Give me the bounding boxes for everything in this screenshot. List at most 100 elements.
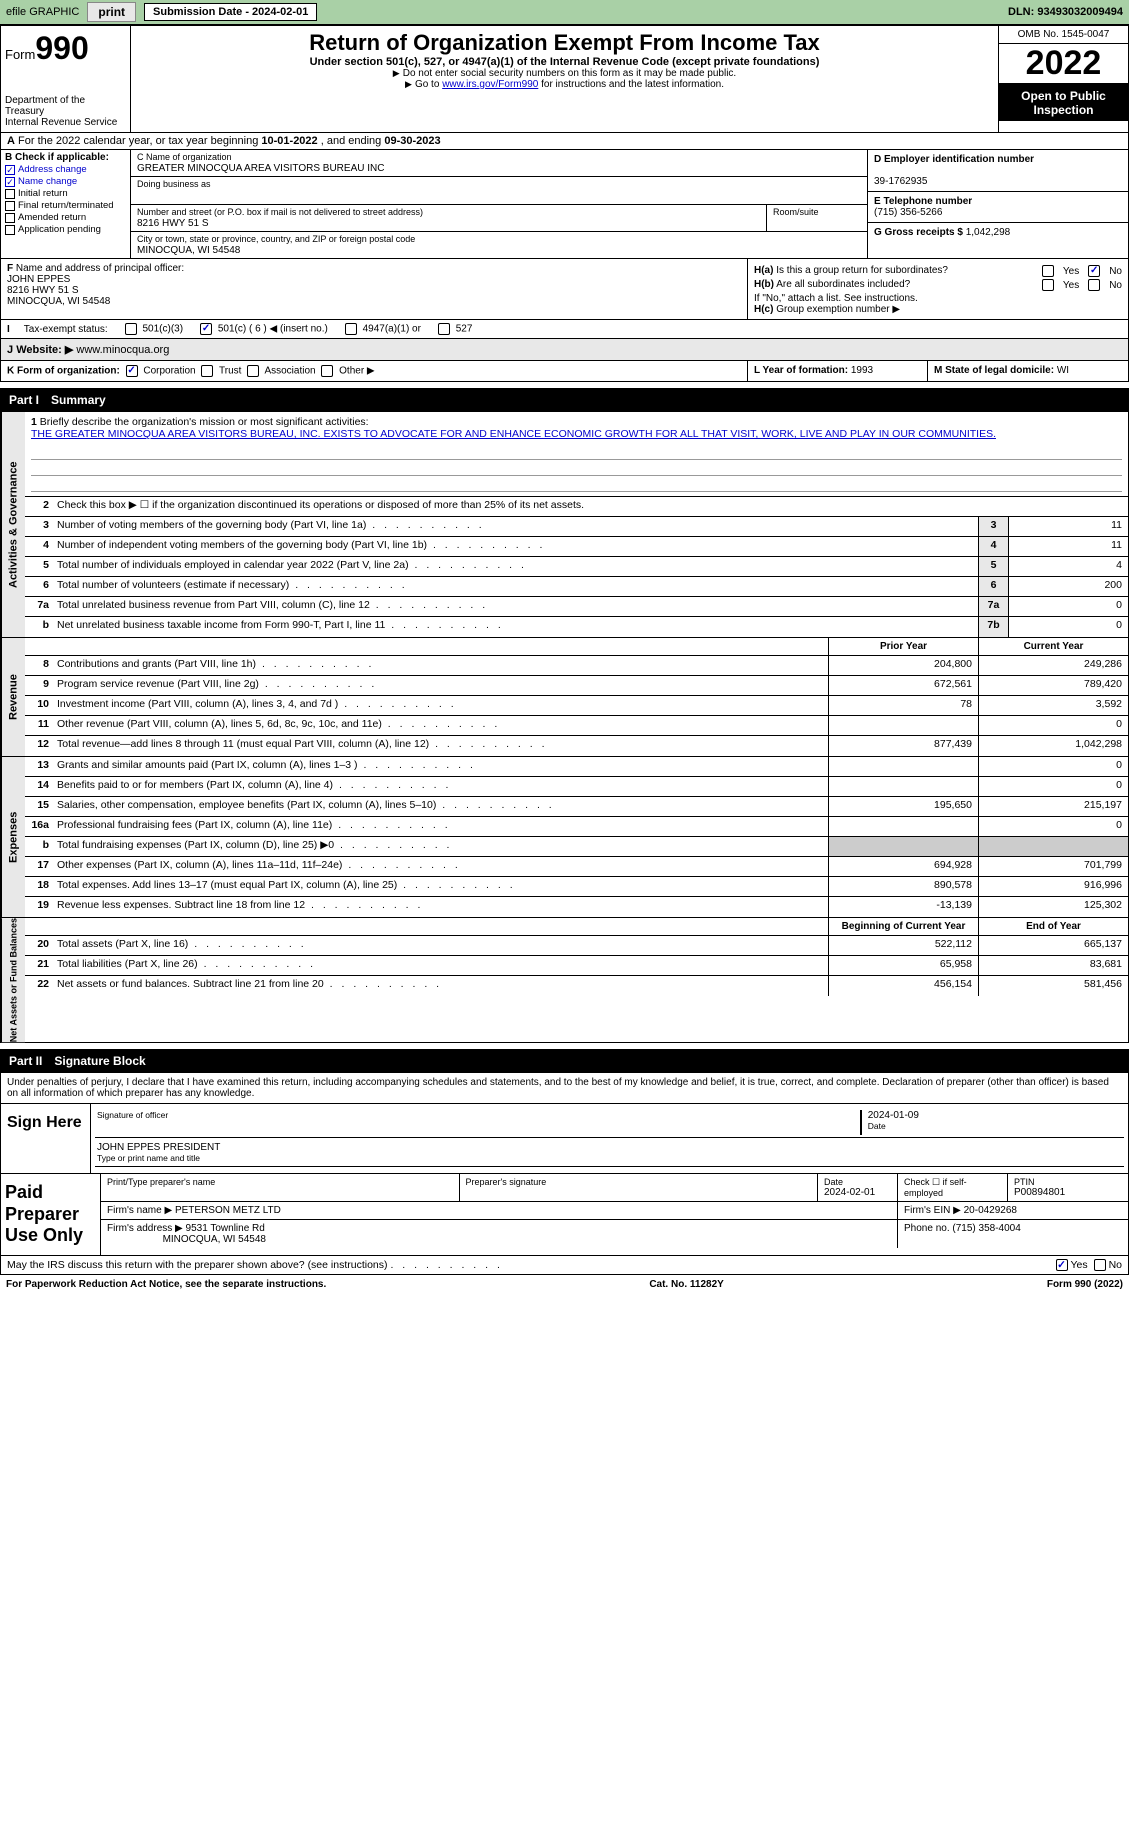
- current-value: 125,302: [978, 897, 1128, 917]
- ha-label: H(a): [754, 265, 773, 276]
- discuss-row: May the IRS discuss this return with the…: [0, 1256, 1129, 1275]
- line-text: Net unrelated business taxable income fr…: [53, 617, 978, 637]
- l-label: L Year of formation:: [754, 365, 848, 376]
- print-name-label: Type or print name and title: [97, 1153, 200, 1163]
- check-item-2[interactable]: Initial return: [5, 188, 126, 199]
- prior-value: 195,650: [828, 797, 978, 816]
- section-f: F Name and address of principal officer:…: [1, 259, 748, 319]
- line-text: Total liabilities (Part X, line 26): [53, 956, 828, 975]
- year-headers-row: Prior Year Current Year: [25, 638, 1128, 656]
- check-item-3[interactable]: Final return/terminated: [5, 200, 126, 211]
- line1-num: 1: [31, 416, 37, 428]
- line-num: 15: [25, 797, 53, 816]
- firm-ein: 20-0429268: [964, 1205, 1017, 1216]
- irs-link[interactable]: www.irs.gov/Form990: [442, 79, 538, 90]
- current-value: 0: [978, 716, 1128, 735]
- summary-line: bNet unrelated business taxable income f…: [25, 617, 1128, 637]
- prior-value: 522,112: [828, 936, 978, 955]
- discuss-yes-box[interactable]: [1056, 1259, 1068, 1271]
- website-url[interactable]: www.minocqua.org: [76, 344, 169, 356]
- checkbox-icon: [5, 177, 15, 187]
- prior-value: 65,958: [828, 956, 978, 975]
- sign-date-label: Date: [868, 1121, 886, 1131]
- summary-line: 11Other revenue (Part VIII, column (A), …: [25, 716, 1128, 736]
- section-cd: C Name of organization GREATER MINOCQUA …: [131, 150, 1128, 258]
- ruled-line: [31, 476, 1122, 492]
- check-label: Initial return: [18, 188, 68, 199]
- line2-row: 2 Check this box ▶ ☐ if the organization…: [25, 497, 1128, 517]
- officer-addr2: MINOCQUA, WI 54548: [7, 296, 110, 307]
- j-label: J: [7, 344, 13, 356]
- line-text: Net assets or fund balances. Subtract li…: [53, 976, 828, 996]
- prior-value: 877,439: [828, 736, 978, 756]
- check-item-5[interactable]: Application pending: [5, 224, 126, 235]
- sign-here-label: Sign Here: [1, 1104, 91, 1173]
- line-num: 6: [25, 577, 53, 596]
- hb-no-box[interactable]: [1088, 279, 1100, 291]
- summary-line: 15Salaries, other compensation, employee…: [25, 797, 1128, 817]
- checkbox-icon: [5, 201, 15, 211]
- tax-status-row: I Tax-exempt status: 501(c)(3) 501(c) ( …: [0, 320, 1129, 339]
- no-label2: No: [1109, 280, 1122, 291]
- klm-row: K Form of organization: Corporation Trus…: [0, 361, 1129, 382]
- line-num: 22: [25, 976, 53, 996]
- efile-label: efile GRAPHIC: [6, 6, 79, 18]
- check-item-0[interactable]: Address change: [5, 164, 126, 175]
- trust-box[interactable]: [201, 365, 213, 377]
- assoc-box[interactable]: [247, 365, 259, 377]
- current-year-hdr: Current Year: [978, 638, 1128, 655]
- 501c-box[interactable]: [200, 323, 212, 335]
- f-label: F: [7, 263, 13, 274]
- org-name-row: C Name of organization GREATER MINOCQUA …: [131, 150, 867, 177]
- sig-officer-label: Signature of officer: [97, 1110, 168, 1120]
- discuss-no-box[interactable]: [1094, 1259, 1106, 1271]
- check-label: Application pending: [18, 224, 101, 235]
- line-num: 10: [25, 696, 53, 715]
- line-text: Grants and similar amounts paid (Part IX…: [53, 757, 828, 776]
- firm-addr2: MINOCQUA, WI 54548: [163, 1234, 266, 1245]
- officer-print-name: JOHN EPPES PRESIDENT: [97, 1142, 220, 1153]
- summary-line: 14Benefits paid to or for members (Part …: [25, 777, 1128, 797]
- paid-prep-label: Paid Preparer Use Only: [1, 1174, 101, 1255]
- name-label: C Name of organization: [137, 152, 232, 162]
- yes-label2: Yes: [1063, 280, 1079, 291]
- corp-box[interactable]: [126, 365, 138, 377]
- header-left: Form990 Department of the Treasury Inter…: [1, 26, 131, 132]
- line-num: 5: [25, 557, 53, 576]
- hb-yes-box[interactable]: [1042, 279, 1054, 291]
- summary-line: 16aProfessional fundraising fees (Part I…: [25, 817, 1128, 837]
- summary-line: 8Contributions and grants (Part VIII, li…: [25, 656, 1128, 676]
- summary-line: 13Grants and similar amounts paid (Part …: [25, 757, 1128, 777]
- ha-no-box[interactable]: [1088, 265, 1100, 277]
- fgh-row: F Name and address of principal officer:…: [0, 259, 1129, 320]
- 501c3-box[interactable]: [125, 323, 137, 335]
- summary-line: 3Number of voting members of the governi…: [25, 517, 1128, 537]
- ptin-label: PTIN: [1014, 1177, 1122, 1187]
- prior-value: 672,561: [828, 676, 978, 695]
- 4947-box[interactable]: [345, 323, 357, 335]
- check-item-4[interactable]: Amended return: [5, 212, 126, 223]
- hb-label: H(b): [754, 279, 774, 290]
- goto-note: Go to www.irs.gov/Form990 for instructio…: [135, 79, 994, 90]
- current-value: [978, 837, 1128, 856]
- section-h: H(a) Is this a group return for subordin…: [748, 259, 1128, 319]
- footer-row: For Paperwork Reduction Act Notice, see …: [0, 1275, 1129, 1294]
- line-text: Contributions and grants (Part VIII, lin…: [53, 656, 828, 675]
- line-num: 18: [25, 877, 53, 896]
- form-number: Form990: [5, 30, 126, 67]
- other-label: Other ▶: [339, 366, 374, 377]
- summary-line: 6Total number of volunteers (estimate if…: [25, 577, 1128, 597]
- discuss-yes: Yes: [1071, 1259, 1088, 1271]
- ptin-value: P00894801: [1014, 1187, 1065, 1198]
- other-box[interactable]: [321, 365, 333, 377]
- check-item-1[interactable]: Name change: [5, 176, 126, 187]
- print-button[interactable]: print: [87, 2, 136, 22]
- line-num: 20: [25, 936, 53, 955]
- current-value: 1,042,298: [978, 736, 1128, 756]
- mission-block: 1 Briefly describe the organization's mi…: [25, 412, 1128, 497]
- part2-label: Part II: [9, 1054, 42, 1068]
- ha-yes-box[interactable]: [1042, 265, 1054, 277]
- 527-box[interactable]: [438, 323, 450, 335]
- line-text: Professional fundraising fees (Part IX, …: [53, 817, 828, 836]
- right-info-block: D Employer identification number 39-1762…: [868, 150, 1128, 258]
